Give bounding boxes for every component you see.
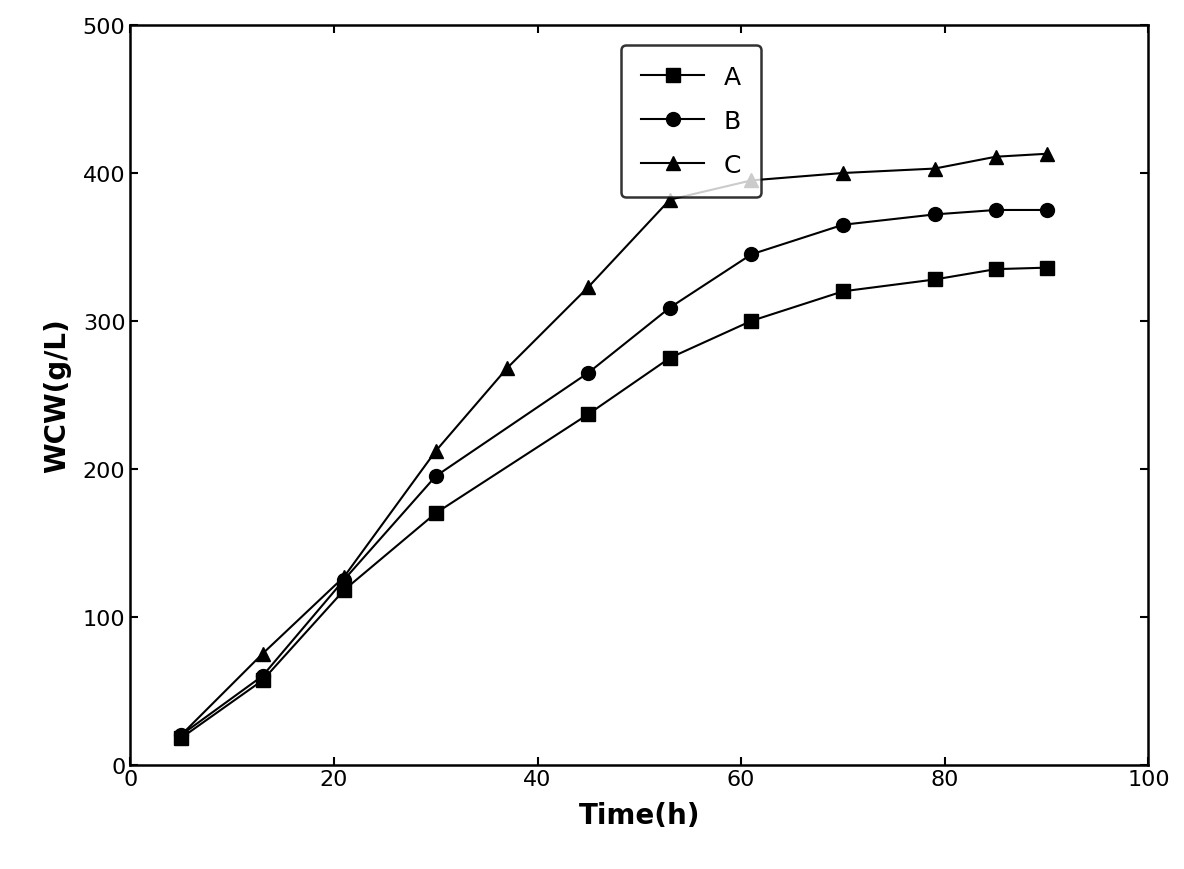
B: [836, 220, 850, 230]
C: [337, 572, 352, 582]
A: [581, 409, 596, 420]
A: [927, 275, 941, 285]
B: [581, 368, 596, 379]
A: [663, 353, 677, 363]
C: [663, 196, 677, 206]
Legend: A, B, C: A, B, C: [622, 46, 761, 198]
A: [337, 585, 352, 595]
B: [1040, 205, 1054, 216]
A: [174, 733, 188, 743]
Line: C: C: [174, 148, 1054, 742]
C: [836, 169, 850, 179]
A: [989, 264, 1003, 275]
A: [256, 675, 270, 686]
C: [989, 152, 1003, 163]
Line: B: B: [174, 204, 1054, 742]
B: [174, 730, 188, 740]
B: [745, 249, 759, 260]
B: [429, 471, 443, 481]
C: [174, 730, 188, 740]
C: [500, 363, 514, 374]
X-axis label: Time(h): Time(h): [579, 800, 700, 829]
C: [927, 164, 941, 175]
C: [429, 447, 443, 457]
Line: A: A: [174, 262, 1054, 745]
B: [256, 671, 270, 681]
A: [429, 508, 443, 519]
B: [927, 210, 941, 221]
A: [836, 287, 850, 297]
A: [745, 316, 759, 327]
B: [337, 575, 352, 586]
C: [745, 176, 759, 187]
C: [581, 282, 596, 293]
Y-axis label: WCW(g/L): WCW(g/L): [44, 318, 71, 473]
C: [1040, 149, 1054, 160]
B: [663, 303, 677, 314]
B: [989, 205, 1003, 216]
C: [256, 648, 270, 659]
A: [1040, 263, 1054, 274]
